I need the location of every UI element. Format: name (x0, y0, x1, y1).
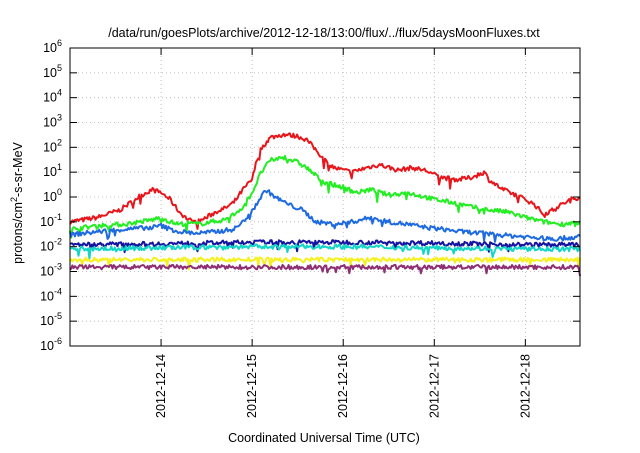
x-axis-ticks: 2012-12-14 2012-12-15 2012-12-16 2012-12-17… (154, 48, 532, 418)
y-tick-label: 10-3 (40, 262, 62, 279)
y-tick-label: 10-1 (40, 212, 62, 229)
y-tick-label: 102 (43, 137, 62, 154)
y-tick-label: 103 (43, 113, 62, 130)
series-line-2 (69, 154, 581, 239)
y-tick-label: 100 (43, 187, 62, 204)
y-tick-label: 101 (43, 162, 62, 179)
series-layer (69, 132, 581, 277)
series-line-6 (69, 256, 581, 271)
y-tick-label: 10-4 (40, 286, 62, 303)
y-tick-label: 10-5 (40, 311, 62, 328)
series-line-7 (69, 263, 581, 277)
x-tick-label: 2012-12-15 (245, 354, 259, 418)
y-axis-ticks: 10-6 10-5 10-4 10-3 10-2 10-1 100 101 102 103 104 1… (40, 38, 580, 353)
x-tick-label: 2012-12-18 (518, 354, 532, 418)
grid (70, 48, 580, 346)
y-tick-label: 104 (43, 88, 62, 105)
y-tick-label: 105 (43, 63, 62, 80)
x-axis-label: Coordinated Universal Time (UTC) (228, 431, 420, 445)
y-tick-label: 10-2 (40, 237, 62, 254)
series-line-1 (69, 132, 581, 230)
series-line-5 (69, 243, 581, 260)
y-tick-label: 106 (43, 38, 62, 55)
x-tick-label: 2012-12-14 (154, 354, 168, 418)
chart-title: /data/run/goesPlots/archive/2012-12-18/1… (108, 26, 540, 40)
y-axis-label: protons/cm2-s-sr-MeV (9, 141, 25, 263)
x-tick-label: 2012-12-17 (427, 354, 441, 418)
series-line-3 (69, 189, 581, 243)
x-tick-label: 2012-12-16 (336, 354, 350, 418)
y-tick-label: 10-6 (40, 336, 62, 353)
series-line-4 (69, 239, 580, 254)
